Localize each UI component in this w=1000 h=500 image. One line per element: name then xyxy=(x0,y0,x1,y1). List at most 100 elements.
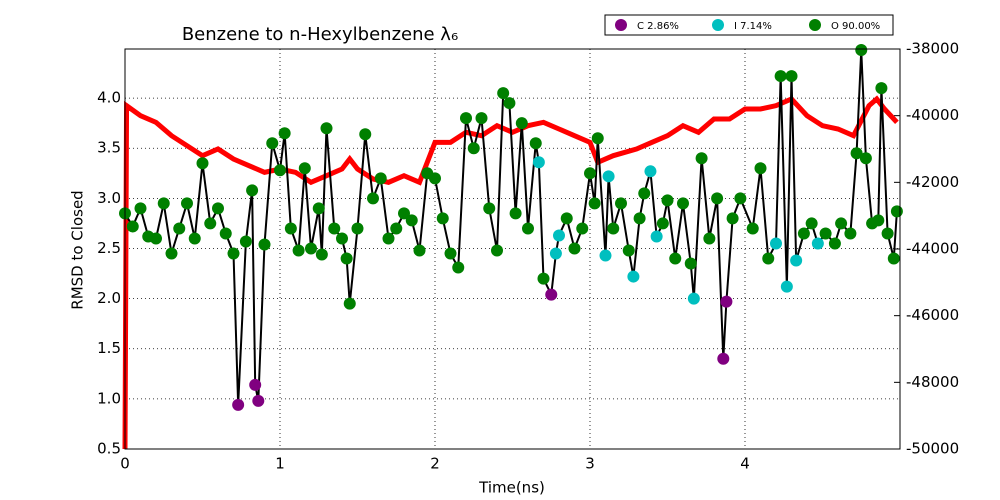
x-tick-label: 3 xyxy=(585,455,595,473)
y2-tick-label: -40000 xyxy=(906,106,959,124)
data-point xyxy=(382,232,395,245)
data-point xyxy=(695,152,708,165)
data-point xyxy=(340,252,353,265)
legend-marker xyxy=(615,19,627,31)
chart-title: Benzene to n-Hexylbenzene λ₆ xyxy=(182,24,458,45)
data-point xyxy=(204,217,217,230)
data-point xyxy=(584,167,596,180)
data-point xyxy=(720,295,733,308)
y-tick-label: 2.0 xyxy=(97,289,121,307)
data-point xyxy=(196,157,209,170)
data-point xyxy=(165,247,178,260)
data-point xyxy=(656,217,669,230)
legend-label: O 90.00% xyxy=(831,21,880,32)
y2-tick-label: -38000 xyxy=(906,40,959,58)
data-point xyxy=(398,207,410,220)
data-point xyxy=(677,197,689,210)
data-point xyxy=(429,172,441,185)
data-point xyxy=(644,165,657,178)
y-tick-label: 1.0 xyxy=(97,389,121,407)
y-tick-label: 1.5 xyxy=(97,339,121,357)
data-point xyxy=(351,222,364,235)
data-point xyxy=(343,297,356,310)
data-point xyxy=(444,247,457,260)
data-point xyxy=(844,227,857,240)
y2-tick-label: -44000 xyxy=(906,240,959,258)
data-point xyxy=(805,217,818,230)
y-tick-label: 0.5 xyxy=(97,440,121,458)
data-point xyxy=(591,132,604,145)
y2-tick-label: -46000 xyxy=(906,306,959,324)
data-point xyxy=(157,197,170,210)
data-point xyxy=(872,214,885,227)
data-point xyxy=(509,207,522,220)
legend-box xyxy=(604,14,894,36)
y-tick-label: 3.5 xyxy=(97,139,121,157)
data-point xyxy=(212,202,224,215)
x-tick-label: 1 xyxy=(275,455,285,473)
data-point xyxy=(173,222,186,235)
data-point xyxy=(622,244,635,257)
data-point xyxy=(545,288,558,301)
data-point xyxy=(150,232,162,245)
data-line xyxy=(122,95,899,450)
legend-marker xyxy=(712,19,724,31)
data-point xyxy=(491,244,503,257)
data-point xyxy=(774,70,787,83)
data-point xyxy=(497,87,510,100)
data-point xyxy=(515,117,528,130)
data-point xyxy=(232,398,245,411)
data-point xyxy=(855,44,868,57)
data-point xyxy=(246,184,259,197)
data-point xyxy=(475,112,488,125)
data-point xyxy=(278,127,291,140)
data-point xyxy=(292,244,305,257)
data-point xyxy=(549,247,562,260)
data-point xyxy=(762,252,775,265)
data-point xyxy=(684,257,697,270)
data-point xyxy=(188,232,201,245)
data-point xyxy=(875,82,888,95)
y2-tick-label: -48000 xyxy=(906,373,959,391)
data-point xyxy=(790,254,803,267)
data-point xyxy=(529,137,542,150)
data-point xyxy=(467,142,480,155)
data-point xyxy=(252,394,265,407)
data-point xyxy=(560,212,573,225)
y-axis-label: RMSD to Closed xyxy=(69,190,87,309)
data-point xyxy=(828,237,841,250)
data-point xyxy=(780,280,793,293)
data-point xyxy=(797,227,810,240)
x-tick-label: 2 xyxy=(430,455,440,473)
data-point xyxy=(181,197,193,210)
data-point xyxy=(367,192,379,205)
data-point xyxy=(607,222,620,235)
y-tick-label: 2.5 xyxy=(97,239,121,257)
data-point xyxy=(320,122,333,135)
data-point xyxy=(602,170,615,183)
data-point xyxy=(390,222,403,235)
data-point xyxy=(483,202,496,215)
data-point xyxy=(274,164,286,177)
data-point xyxy=(859,152,872,165)
x-tick-label: 4 xyxy=(740,455,750,473)
legend-label: I 7.14% xyxy=(734,21,772,32)
data-point xyxy=(522,222,534,235)
legend-marker xyxy=(809,19,821,31)
data-point xyxy=(687,292,700,305)
data-point xyxy=(627,270,640,283)
data-point xyxy=(576,222,589,235)
data-point xyxy=(887,252,900,265)
plot-frame xyxy=(124,48,901,450)
data-point xyxy=(811,237,824,250)
data-point xyxy=(553,229,565,242)
data-point xyxy=(249,378,262,391)
data-point xyxy=(436,212,449,225)
data-point xyxy=(374,172,387,185)
data-point xyxy=(588,197,601,210)
data-point xyxy=(890,205,903,218)
y-tick-label: 3.0 xyxy=(97,189,121,207)
data-point xyxy=(726,212,739,225)
data-point xyxy=(336,232,348,245)
